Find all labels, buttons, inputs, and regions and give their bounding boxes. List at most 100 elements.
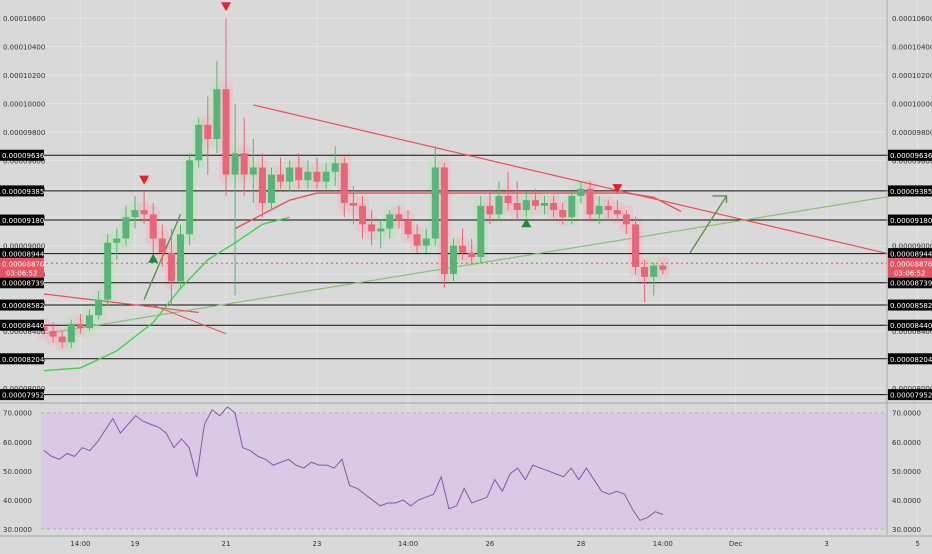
level-label-box-right bbox=[888, 185, 932, 197]
rsi-band bbox=[41, 412, 887, 530]
candle-body bbox=[158, 238, 166, 253]
candle-body bbox=[395, 214, 403, 221]
candle-body bbox=[231, 153, 239, 175]
level-label-left: 0.00008944 bbox=[2, 251, 45, 259]
level-label-right: 0.00008582 bbox=[890, 302, 932, 310]
candle-body bbox=[632, 224, 639, 267]
price-tick-label-left: 0.00009000 bbox=[3, 243, 45, 251]
level-label-left: 0.00009636 bbox=[2, 152, 45, 160]
green-arrowhead bbox=[712, 195, 728, 203]
price-tick-label-left: 0.00010000 bbox=[3, 101, 45, 109]
time-tick-label: 14:00 bbox=[398, 540, 418, 548]
candle-body bbox=[368, 224, 376, 232]
level-label-left: 0.00009180 bbox=[2, 217, 44, 225]
price-tick-label-left: 0.00008400 bbox=[3, 328, 45, 336]
candle-body bbox=[559, 210, 567, 218]
signals-layer bbox=[139, 2, 623, 263]
candle-body bbox=[422, 238, 430, 246]
ascending-trendline bbox=[43, 188, 932, 335]
candle-body bbox=[131, 210, 139, 218]
time-tick-label: 28 bbox=[576, 540, 585, 548]
sell-signal-triangle bbox=[221, 2, 231, 12]
candle-body bbox=[277, 174, 285, 182]
time-tick-label: 14:00 bbox=[70, 540, 90, 548]
level-label-right: 0.00008944 bbox=[890, 251, 932, 259]
level-labels-layer: 0.00009636 0.00009636 0.00009385 0.00009385… bbox=[0, 149, 932, 401]
left-red-line bbox=[43, 293, 199, 314]
time-tick-label: 21 bbox=[222, 540, 231, 548]
candle-body bbox=[604, 205, 612, 211]
candle-body bbox=[104, 242, 112, 300]
price-tick-label-left: 0.00009800 bbox=[3, 129, 45, 137]
price-tick-label-left: 0.00010600 bbox=[3, 15, 45, 23]
candle-body bbox=[268, 174, 275, 203]
level-label-right: 0.00007952 bbox=[890, 392, 932, 400]
candle-body bbox=[595, 205, 603, 215]
candle-body bbox=[468, 252, 476, 258]
level-label-right: 0.00008204 bbox=[890, 356, 932, 364]
rsi-tick-label-right: 50.0000 bbox=[892, 468, 921, 476]
candle-body bbox=[213, 89, 221, 140]
current-price-label-left: 0.00008876 bbox=[2, 260, 45, 268]
candle-body bbox=[349, 203, 357, 206]
price-tick-label-left: 0.00009600 bbox=[3, 157, 45, 165]
price-tick-label-left: 0.00010200 bbox=[3, 72, 45, 80]
level-label-right: 0.00009385 bbox=[890, 188, 932, 196]
level-label-right: 0.00009636 bbox=[890, 152, 932, 160]
candle-body bbox=[386, 214, 394, 229]
candle-body bbox=[459, 245, 467, 253]
moving-average-red bbox=[234, 192, 682, 230]
left-red-leg bbox=[153, 304, 227, 335]
rsi-tick-label-right: 30.0000 bbox=[892, 526, 921, 534]
level-label-box-left bbox=[0, 185, 44, 197]
level-label-box-right bbox=[888, 389, 932, 401]
level-label-box-right bbox=[888, 353, 932, 365]
candle-body bbox=[413, 234, 421, 246]
green-arrow-right bbox=[689, 195, 728, 254]
candle-body bbox=[58, 336, 66, 343]
horizontal-levels-layer bbox=[0, 154, 932, 396]
price-tick-label-right: 0.00008000 bbox=[892, 385, 932, 393]
price-tick-label-right: 0.00009000 bbox=[892, 243, 932, 251]
candle-body bbox=[541, 203, 548, 206]
candle-body bbox=[586, 188, 594, 215]
candle-body bbox=[622, 214, 630, 225]
candles-layer bbox=[40, 18, 667, 348]
level-label-right: 0.00008739 bbox=[890, 280, 932, 288]
candle-body bbox=[86, 315, 93, 329]
rsi-tick-label-left: 30.0000 bbox=[3, 526, 32, 534]
candle-body bbox=[286, 167, 294, 182]
rsi-line bbox=[43, 406, 663, 522]
level-label-box-left bbox=[0, 299, 44, 311]
candle-body bbox=[113, 238, 121, 243]
candle-body bbox=[650, 265, 658, 277]
sell-signal-triangle bbox=[139, 175, 150, 185]
candle-body bbox=[304, 171, 312, 181]
candle-body bbox=[177, 234, 184, 282]
level-label-box-left bbox=[0, 248, 44, 260]
level-label-box-left bbox=[0, 389, 44, 401]
price-tick-label-right: 0.00008400 bbox=[892, 328, 932, 336]
candle-body bbox=[641, 266, 649, 277]
candle-body bbox=[249, 167, 257, 175]
time-tick-label: 23 bbox=[313, 540, 322, 548]
price-tick-label-right: 0.00010200 bbox=[892, 72, 932, 80]
candle-body bbox=[76, 323, 84, 329]
candle-body bbox=[313, 171, 321, 182]
price-tick-label-right: 0.00010000 bbox=[892, 101, 932, 109]
candle-body bbox=[149, 214, 157, 239]
time-tick-label: Dec bbox=[729, 540, 743, 548]
candle-body bbox=[331, 163, 339, 172]
candle-body bbox=[531, 200, 539, 206]
candle-body bbox=[477, 205, 485, 258]
level-label-left: 0.00008440 bbox=[2, 322, 44, 330]
rsi-tick-label-right: 40.0000 bbox=[892, 497, 921, 505]
rsi-band-layer bbox=[41, 412, 887, 530]
level-label-box-right bbox=[888, 299, 932, 311]
level-label-box-right bbox=[888, 248, 932, 260]
candle-body bbox=[67, 323, 75, 343]
level-label-left: 0.00008204 bbox=[2, 356, 45, 364]
price-tick-label-right: 0.00009800 bbox=[892, 129, 932, 137]
